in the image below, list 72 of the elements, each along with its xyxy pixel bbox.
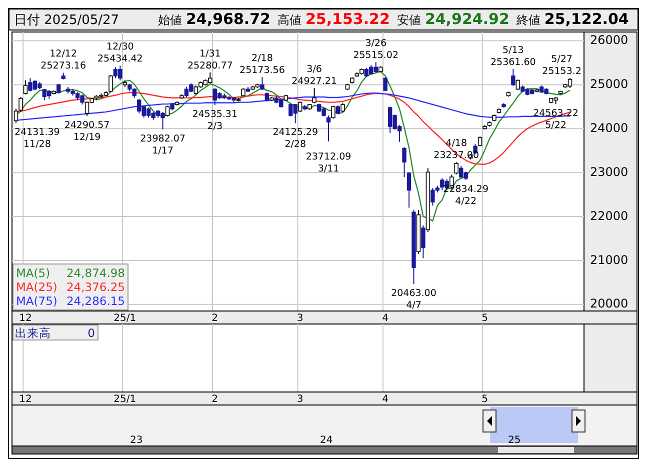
candlestick <box>165 105 170 117</box>
text: MA(5) <box>16 266 50 280</box>
annotation: 3/6 24927.21 <box>292 64 337 87</box>
category-label: 12 <box>19 394 32 405</box>
text: 24,924.92 <box>424 10 510 28</box>
y-tick-label: 21000 <box>590 252 628 267</box>
candlestick <box>326 114 331 142</box>
candlestick <box>383 76 388 92</box>
category-label: 3 <box>296 394 304 405</box>
candlestick <box>42 88 47 101</box>
annotation: 1/31 25280.77 <box>187 48 233 72</box>
category-label: 2 <box>212 394 218 405</box>
candlestick <box>260 76 264 90</box>
annotation: 20463.00 4/7 <box>391 288 436 312</box>
y-tick-label: 22000 <box>590 208 628 223</box>
y-tick-label: 20000 <box>590 296 628 311</box>
text: MA(75) <box>16 294 58 308</box>
text: 23 <box>130 435 143 446</box>
candlestick <box>298 100 302 112</box>
category-label: 25/1 <box>114 394 136 405</box>
x-tick-label: 5 <box>482 313 488 324</box>
candlestick <box>406 172 412 208</box>
text: 25 <box>508 435 521 446</box>
annotation: 24131.39 11/28 <box>14 126 60 150</box>
candlestick <box>18 96 23 112</box>
annotation: 24,286.15 <box>66 294 125 308</box>
annotation: 24290.57 12/19 <box>64 120 110 143</box>
annotation: 24535.31 2/3 <box>192 109 238 132</box>
text: 出来高 <box>15 326 51 340</box>
x-tick-label: 4 <box>382 313 389 324</box>
candlestick <box>312 87 316 104</box>
annotation: 5/27 25153.2 <box>542 54 582 77</box>
annotation: 23982.07 1/17 <box>140 133 186 156</box>
text: 25,153.22 <box>305 10 390 28</box>
annotation: 24,376.25 <box>66 280 125 294</box>
candlestick <box>23 80 28 95</box>
x-tick-label: 12 <box>19 313 32 324</box>
chart-title: 日付 2025/05/27 <box>14 13 120 28</box>
text: 終値 <box>515 13 540 27</box>
annotation: 5/13 25361.60 <box>490 44 536 68</box>
y-tick-label: 23000 <box>590 164 628 179</box>
annotation: 2/18 25173.56 <box>240 53 285 76</box>
annotation: 23712.09 3/11 <box>306 151 352 174</box>
text: MA(25) <box>16 280 58 294</box>
x-tick-label: 25/1 <box>114 313 136 324</box>
annotation: 3/26 25515.02 <box>353 38 399 62</box>
category-label: 5 <box>482 394 488 405</box>
x-tick-label: 3 <box>296 313 304 324</box>
candlestick <box>516 78 520 90</box>
annotation: 24,874.98 <box>66 266 125 280</box>
candlestick <box>402 146 406 178</box>
annotation: 12/12 25273.16 <box>40 48 86 72</box>
annotation: 12/30 25434.42 <box>98 42 143 65</box>
candlestick <box>56 83 61 94</box>
candlestick <box>454 162 458 175</box>
text: 25,122.04 <box>544 10 629 28</box>
candlestick <box>108 74 113 93</box>
annotation: 24125.29 2/28 <box>272 127 318 150</box>
text: 高値 <box>277 13 302 27</box>
candlestick <box>331 105 336 120</box>
text: 0 <box>88 326 95 340</box>
text: 安値 <box>396 13 421 27</box>
text: 24,968.72 <box>186 10 270 28</box>
y-tick-label: 25000 <box>590 77 628 92</box>
candlestick <box>511 68 516 87</box>
text: 始値 <box>158 13 182 27</box>
candlestick <box>421 224 426 259</box>
y-tick-label: 26000 <box>590 33 628 48</box>
y-tick-label: 24000 <box>590 120 628 135</box>
category-label: 4 <box>382 394 389 405</box>
text: 24 <box>320 435 333 446</box>
x-tick-label: 2 <box>212 313 218 324</box>
